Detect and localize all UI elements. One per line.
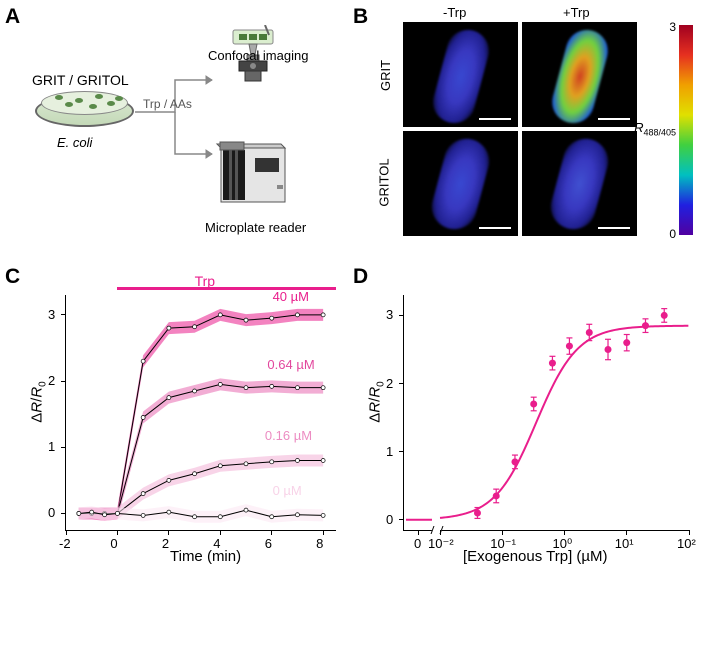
- col-label-1: +Trp: [563, 5, 590, 20]
- plot-d: 0123010⁻²10⁻¹10⁰10¹10²: [403, 295, 689, 531]
- panel-label-b: B: [353, 5, 368, 29]
- panel-label-d: D: [353, 265, 368, 289]
- c-xlabel: Time (min): [170, 548, 241, 565]
- panel-label-c: C: [5, 265, 20, 289]
- trp-label: Trp: [195, 273, 215, 289]
- colorbar-min: 0: [669, 227, 676, 241]
- microscopy-cell: [403, 131, 518, 236]
- colorbar-max: 3: [669, 20, 676, 34]
- row-label-1: GRITOL: [377, 158, 392, 206]
- image-grid: [403, 22, 637, 236]
- c-ylabel: ΔR/R0: [29, 381, 49, 422]
- d-ylabel: ΔR/R0: [367, 381, 387, 422]
- plot-c: Trp -202468012340 µM0.64 µM0.16 µM0 µM: [65, 295, 336, 531]
- reader-label: Microplate reader: [205, 220, 306, 235]
- col-label-0: -Trp: [443, 5, 466, 20]
- microscopy-cell: [522, 131, 637, 236]
- d-xlabel: [Exogenous Trp] (µM): [463, 548, 608, 565]
- branch-arrow: [130, 72, 220, 172]
- panel-b: B -Trp +Trp GRIT GRITOL 3 0 R488/405: [358, 10, 698, 250]
- panel-d: D 0123010⁻²10⁻¹10⁰10¹10² ΔR/R0 [Exogenou…: [358, 270, 698, 570]
- confocal-label: Confocal imaging: [208, 48, 308, 63]
- ligand-label: Trp / AAs: [143, 97, 192, 111]
- panel-label-a: A: [5, 5, 20, 29]
- microscopy-cell: [403, 22, 518, 127]
- plot-d-svg: [404, 295, 689, 530]
- panel-c: C Trp -202468012340 µM0.64 µM0.16 µM0 µM…: [10, 270, 350, 570]
- colorbar: [679, 25, 693, 235]
- organism-label: E. coli: [57, 135, 92, 150]
- figure: A GRIT / GRITOL E. coli Trp / AAs: [10, 10, 698, 570]
- panel-a: A GRIT / GRITOL E. coli Trp / AAs: [10, 10, 350, 250]
- petri-dish: [35, 95, 134, 127]
- plate-reader-icon: [215, 140, 295, 220]
- row-label-0: GRIT: [378, 60, 393, 91]
- grit-title: GRIT / GRITOL: [32, 72, 129, 88]
- colorbar-label: R488/405: [634, 120, 676, 138]
- microscopy-cell: [522, 22, 637, 127]
